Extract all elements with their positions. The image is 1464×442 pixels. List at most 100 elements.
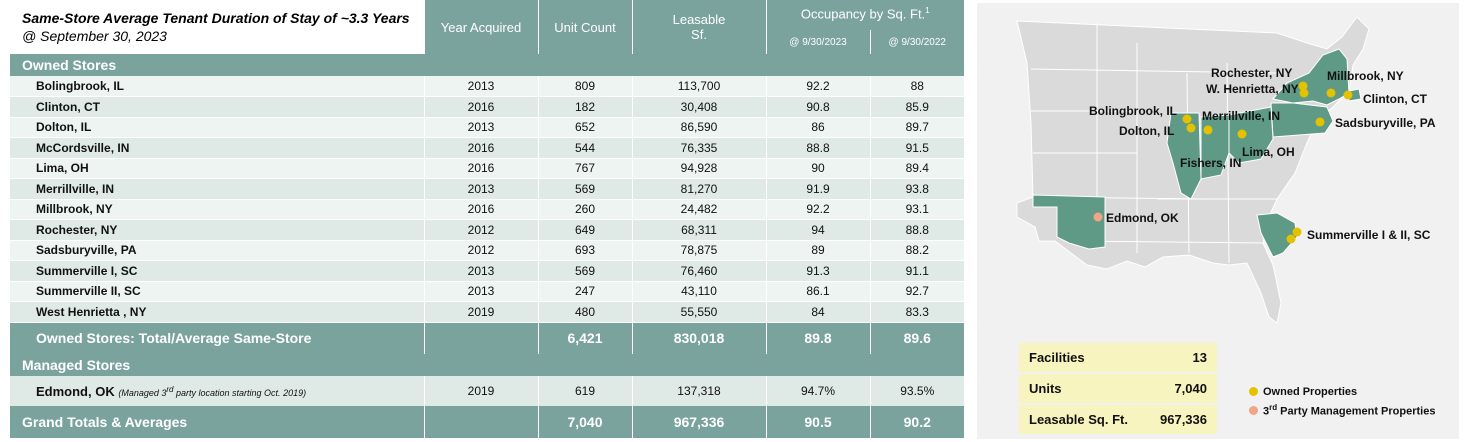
grand-total-row: Grand Totals & Averages 7,040 967,336 90… xyxy=(10,406,965,438)
managed-note: (Managed 3rd party location starting Oct… xyxy=(118,385,307,398)
occupancy-2022: 93.1 xyxy=(869,199,965,220)
stat-value: 967,336 xyxy=(1160,412,1207,427)
us-map: Rochester, NY Millbrook, NY W. Henrietta… xyxy=(1016,16,1436,324)
stats-box: Facilities 13 Units 7,040 Leasable Sq. Ft. 96… xyxy=(1019,343,1217,436)
label-merrillville: Merrillville, IN xyxy=(1202,109,1280,123)
table-row: West Henrietta , NY 2019 480 55,550 84 83.3 xyxy=(10,301,965,323)
year-acquired: 2013 xyxy=(423,117,538,138)
map-legend: Owned Properties 3rd Party Management Pr… xyxy=(1249,382,1435,420)
unit-count: 767 xyxy=(537,158,632,179)
occupancy-2023: 89 xyxy=(765,240,870,261)
occupancy-2022: 88.2 xyxy=(869,240,965,261)
label-rochester: Rochester, NY xyxy=(1211,66,1292,80)
dot-edmond xyxy=(1093,212,1103,222)
grand-total-year xyxy=(423,406,538,438)
state-south-carolina xyxy=(1256,212,1298,258)
owned-total-occ-2022: 89.6 xyxy=(869,322,965,354)
label-summerville: Summerville I & II, SC xyxy=(1307,228,1431,242)
store-name: Millbrook, NY xyxy=(10,199,424,220)
leasable-sf: 24,482 xyxy=(631,199,766,220)
store-name: Bolingbrook, IL xyxy=(10,76,424,97)
occupancy-2023: 84 xyxy=(765,301,870,323)
table-row: Merrillville, IN 2013 569 81,270 91.9 93.8 xyxy=(10,178,965,200)
occupancy-2022: 91.1 xyxy=(869,260,965,282)
year-acquired: 2016 xyxy=(423,199,538,220)
managed-note-post: party location starting Oct. 2019) xyxy=(173,387,307,398)
stat-row: Facilities 13 xyxy=(1019,343,1217,374)
table-row: Rochester, NY 2012 649 68,311 94 88.8 xyxy=(10,219,965,241)
occupancy-2023: 88.8 xyxy=(765,137,870,159)
occupancy-2023: 90 xyxy=(765,158,870,179)
properties-table: Same-Store Average Tenant Duration of St… xyxy=(10,0,965,442)
year-acquired: 2012 xyxy=(423,240,538,261)
stat-value: 7,040 xyxy=(1174,381,1207,396)
dot-summerville-2 xyxy=(1286,234,1296,244)
unit-count: 247 xyxy=(537,281,632,302)
unit-count: 480 xyxy=(537,301,632,323)
year-acquired: 2013 xyxy=(423,281,538,302)
store-name: McCordsville, IN xyxy=(10,137,424,159)
year-acquired: 2019 xyxy=(423,301,538,323)
store-name: Summerville I, SC xyxy=(10,260,424,282)
grand-total-occ-2022: 90.2 xyxy=(869,406,965,438)
table-row: Lima, OH 2016 767 94,928 90 89.4 xyxy=(10,158,965,179)
year-acquired: 2016 xyxy=(423,137,538,159)
section-owned-stores: Owned Stores xyxy=(10,54,965,76)
header-occupancy-footnote: 1 xyxy=(925,6,930,15)
legend-managed-sup: rd xyxy=(1269,403,1278,413)
unit-count: 182 xyxy=(537,96,632,118)
year-acquired: 2012 xyxy=(423,219,538,241)
legend-owned: Owned Properties xyxy=(1249,382,1435,401)
grand-total-sf: 967,336 xyxy=(631,406,766,438)
header-sf: Leasable Sf. xyxy=(631,0,766,54)
stat-label: Facilities xyxy=(1029,350,1085,365)
state-oklahoma xyxy=(1032,194,1106,250)
label-dolton: Dolton, IL xyxy=(1119,124,1174,138)
leasable-sf: 86,590 xyxy=(631,117,766,138)
stat-label: Leasable Sq. Ft. xyxy=(1029,412,1128,427)
unit-count: 809 xyxy=(537,76,632,97)
managed-name: Edmond, OK xyxy=(36,383,115,399)
occupancy-2023: 94 xyxy=(765,219,870,241)
owned-total-sf: 830,018 xyxy=(631,322,766,354)
owned-total-occ-2023: 89.8 xyxy=(765,322,870,354)
state-illinois xyxy=(1166,112,1202,200)
store-name: Clinton, CT xyxy=(10,96,424,118)
stat-row: Units 7,040 xyxy=(1019,374,1217,405)
dot-henrietta xyxy=(1299,88,1309,98)
map-panel: Rochester, NY Millbrook, NY W. Henrietta… xyxy=(977,3,1459,439)
stat-row: Leasable Sq. Ft. 967,336 xyxy=(1019,405,1217,436)
grand-total-occ-2023: 90.5 xyxy=(765,406,870,438)
occupancy-2022: 88 xyxy=(869,76,965,97)
table-row: McCordsville, IN 2016 544 76,335 88.8 91.5 xyxy=(10,137,965,159)
table-row: Millbrook, NY 2016 260 24,482 92.2 93.1 xyxy=(10,199,965,220)
table-row: Bolingbrook, IL 2013 809 113,700 92.2 88 xyxy=(10,76,965,97)
label-bolingbrook: Bolingbrook, IL xyxy=(1089,104,1177,118)
header-sf-line2: Sf. xyxy=(691,27,707,42)
occupancy-2023: 86 xyxy=(765,117,870,138)
occupancy-2022: 91.5 xyxy=(869,137,965,159)
occupancy-2022: 93.8 xyxy=(869,178,965,200)
table-row: Summerville II, SC 2013 247 43,110 86.1 92.7 xyxy=(10,281,965,302)
unit-count: 569 xyxy=(537,178,632,200)
occupancy-2022: 83.3 xyxy=(869,301,965,323)
header-occupancy-label: Occupancy by Sq. Ft. xyxy=(800,6,926,22)
year-acquired: 2013 xyxy=(423,260,538,282)
store-name: Rochester, NY xyxy=(10,219,424,241)
leasable-sf: 81,270 xyxy=(631,178,766,200)
managed-year: 2019 xyxy=(423,376,538,406)
managed-note-pre: (Managed 3 xyxy=(118,387,167,398)
header-sf-line1: Leasable xyxy=(672,12,726,27)
occupancy-2022: 89.4 xyxy=(869,158,965,179)
occupancy-2022: 88.8 xyxy=(869,219,965,241)
legend-owned-label: Owned Properties xyxy=(1263,385,1358,398)
unit-count: 260 xyxy=(537,199,632,220)
dot-summerville-1 xyxy=(1292,227,1302,237)
legend-managed-label: 3rd Party Management Properties xyxy=(1263,403,1435,418)
owned-total-units: 6,421 xyxy=(537,322,632,354)
title-main: Same-Store Average Tenant Duration of St… xyxy=(22,10,410,26)
store-name: Merrillville, IN xyxy=(10,178,424,200)
leasable-sf: 94,928 xyxy=(631,158,766,179)
occupancy-2023: 91.9 xyxy=(765,178,870,200)
store-name: Dolton, IL xyxy=(10,117,424,138)
